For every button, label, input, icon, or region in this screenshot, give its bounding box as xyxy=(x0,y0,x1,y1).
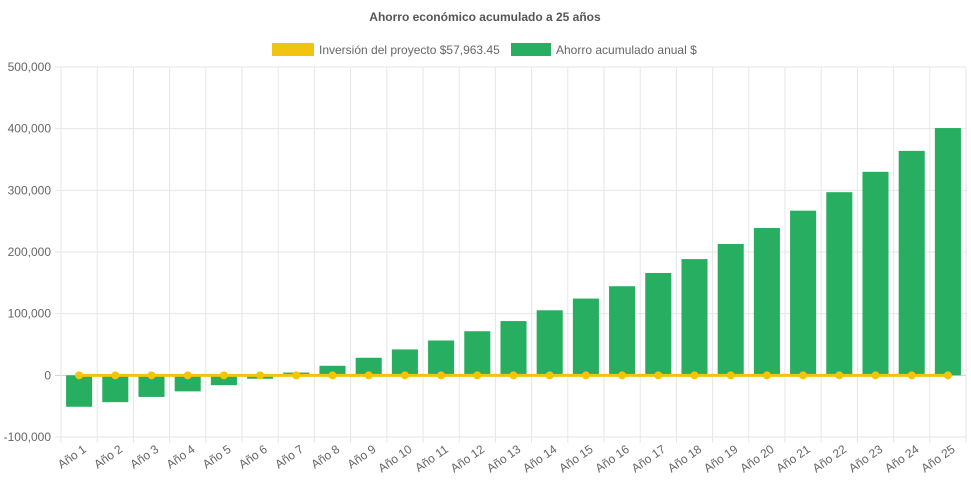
line-point[interactable] xyxy=(400,371,409,380)
x-tick-label: Año 18 xyxy=(665,442,704,475)
bar[interactable] xyxy=(934,128,961,376)
bar[interactable] xyxy=(536,310,563,376)
legend-swatch xyxy=(272,43,314,56)
line-point[interactable] xyxy=(292,371,301,380)
line-point[interactable] xyxy=(183,371,192,380)
x-tick-label: Año 21 xyxy=(774,442,813,475)
y-tick-label: 400,000 xyxy=(8,122,52,136)
y-tick-label: 0 xyxy=(44,368,51,382)
x-tick-label: Año 17 xyxy=(629,442,668,475)
line-point[interactable] xyxy=(581,371,590,380)
x-tick-label: Año 25 xyxy=(918,442,957,475)
x-tick-label: Año 19 xyxy=(701,442,740,475)
x-tick-label: Año 9 xyxy=(345,442,379,472)
line-point[interactable] xyxy=(111,371,120,380)
x-tick-label: Año 15 xyxy=(556,442,595,475)
x-tick-label: Año 7 xyxy=(272,442,306,472)
line-point[interactable] xyxy=(654,371,663,380)
bar[interactable] xyxy=(464,331,491,376)
y-tick-label: 200,000 xyxy=(8,245,52,259)
bar[interactable] xyxy=(898,150,925,376)
line-point[interactable] xyxy=(690,371,699,380)
x-axis: Año 1 Año 2 Año 3 Año 4 Año 5 Año 6 Año 7 Año 8… xyxy=(55,442,958,475)
chart-title: Ahorro económico acumulado a 25 años xyxy=(369,10,601,24)
x-tick-label: Año 8 xyxy=(309,442,343,472)
x-tick-label: Año 13 xyxy=(484,442,523,475)
line-point[interactable] xyxy=(219,371,228,380)
bar[interactable] xyxy=(102,375,129,403)
legend-item-investment[interactable]: Inversión del proyecto $57,963.45 xyxy=(272,43,500,57)
line-point[interactable] xyxy=(907,371,916,380)
line-point[interactable] xyxy=(618,371,627,380)
line-point[interactable] xyxy=(328,371,337,380)
bar[interactable] xyxy=(355,357,382,376)
legend-item-savings[interactable]: Ahorro acumulado anual $ xyxy=(511,43,697,57)
line-point[interactable] xyxy=(871,371,880,380)
bar[interactable] xyxy=(862,171,889,376)
y-tick-label: -100,000 xyxy=(4,430,52,444)
x-tick-label: Año 22 xyxy=(810,442,849,475)
bar[interactable] xyxy=(717,243,744,376)
line-series xyxy=(75,371,952,380)
bar[interactable] xyxy=(66,375,93,407)
x-tick-label: Año 11 xyxy=(412,442,451,475)
bar[interactable] xyxy=(319,365,346,376)
x-tick-label: Año 6 xyxy=(236,442,270,472)
bar[interactable] xyxy=(174,375,201,392)
y-tick-label: 500,000 xyxy=(8,60,52,74)
line-point[interactable] xyxy=(256,371,265,380)
line-point[interactable] xyxy=(762,371,771,380)
bar[interactable] xyxy=(210,375,237,386)
x-tick-label: Año 16 xyxy=(593,442,632,475)
line-point[interactable] xyxy=(943,371,952,380)
y-tick-label: 300,000 xyxy=(8,183,52,197)
bar-series xyxy=(66,128,961,407)
x-tick-label: Año 14 xyxy=(520,442,559,475)
x-tick-label: Año 5 xyxy=(200,442,234,472)
bar[interactable] xyxy=(572,298,599,376)
bar[interactable] xyxy=(500,321,527,376)
line-point[interactable] xyxy=(473,371,482,380)
line-point[interactable] xyxy=(364,371,373,380)
line-point[interactable] xyxy=(726,371,735,380)
bar[interactable] xyxy=(138,375,165,397)
x-tick-label: Año 2 xyxy=(91,442,125,472)
x-tick-label: Año 12 xyxy=(448,442,487,475)
legend-label: Inversión del proyecto $57,963.45 xyxy=(319,43,500,57)
bar[interactable] xyxy=(790,210,817,376)
line-point[interactable] xyxy=(147,371,156,380)
line-point[interactable] xyxy=(799,371,808,380)
x-tick-label: Año 23 xyxy=(846,442,885,475)
x-tick-label: Año 24 xyxy=(882,442,921,475)
line-point[interactable] xyxy=(545,371,554,380)
x-tick-label: Año 20 xyxy=(737,442,776,475)
x-tick-label: Año 1 xyxy=(55,442,89,472)
line-point[interactable] xyxy=(437,371,446,380)
bar[interactable] xyxy=(826,192,853,376)
x-tick-label: Año 4 xyxy=(164,442,198,472)
legend[interactable]: Inversión del proyecto $57,963.45 Ahorro … xyxy=(272,43,697,57)
y-tick-label: 100,000 xyxy=(8,307,52,321)
y-axis: 500,000 400,000 300,000 200,000 100,000 0 -100… xyxy=(4,60,52,444)
bar[interactable] xyxy=(428,340,455,376)
x-tick-label: Año 3 xyxy=(128,442,162,472)
bar[interactable] xyxy=(391,349,418,376)
line-point[interactable] xyxy=(835,371,844,380)
bar[interactable] xyxy=(609,286,636,376)
line-point[interactable] xyxy=(75,371,84,380)
bar[interactable] xyxy=(681,259,708,376)
bar[interactable] xyxy=(645,272,672,376)
line-point[interactable] xyxy=(509,371,518,380)
x-tick-label: Año 10 xyxy=(375,442,414,475)
legend-label: Ahorro acumulado anual $ xyxy=(556,43,697,57)
bar[interactable] xyxy=(753,227,780,376)
legend-swatch xyxy=(511,43,551,56)
